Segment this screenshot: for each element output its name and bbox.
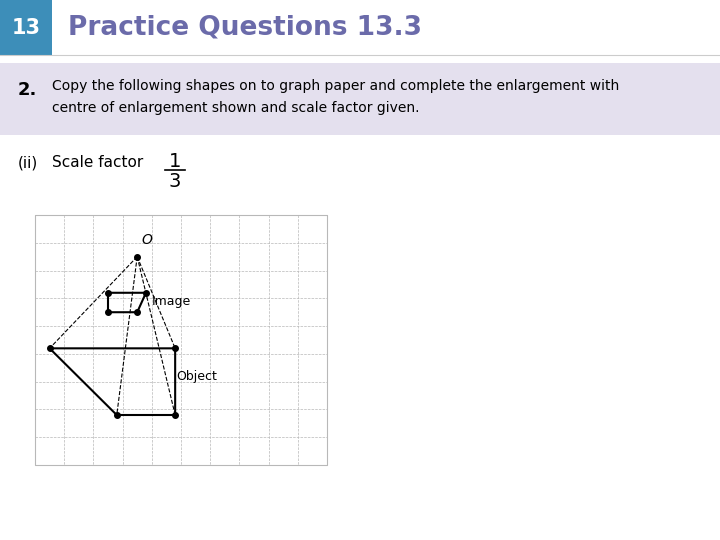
Text: Object: Object [176,369,217,383]
Bar [0,0,52,55]
Text: Scale factor: Scale factor [52,155,143,170]
Bar [0,0,720,55]
Text: centre of enlargement shown and scale factor given.: centre of enlargement shown and scale fa… [52,101,420,115]
Text: O: O [141,233,152,247]
Text: 1: 1 [168,152,181,171]
Text: Copy the following shapes on to graph paper and complete the enlargement with: Copy the following shapes on to graph pa… [52,79,619,93]
Text: (ii): (ii) [18,155,38,170]
Text: Image: Image [152,295,191,308]
Text: 3: 3 [168,172,181,191]
Text: 2.: 2. [18,81,37,99]
Text: 13: 13 [12,17,40,37]
Bar [35,215,327,465]
Bar [0,63,720,135]
Text: Practice Questions 13.3: Practice Questions 13.3 [68,15,422,40]
